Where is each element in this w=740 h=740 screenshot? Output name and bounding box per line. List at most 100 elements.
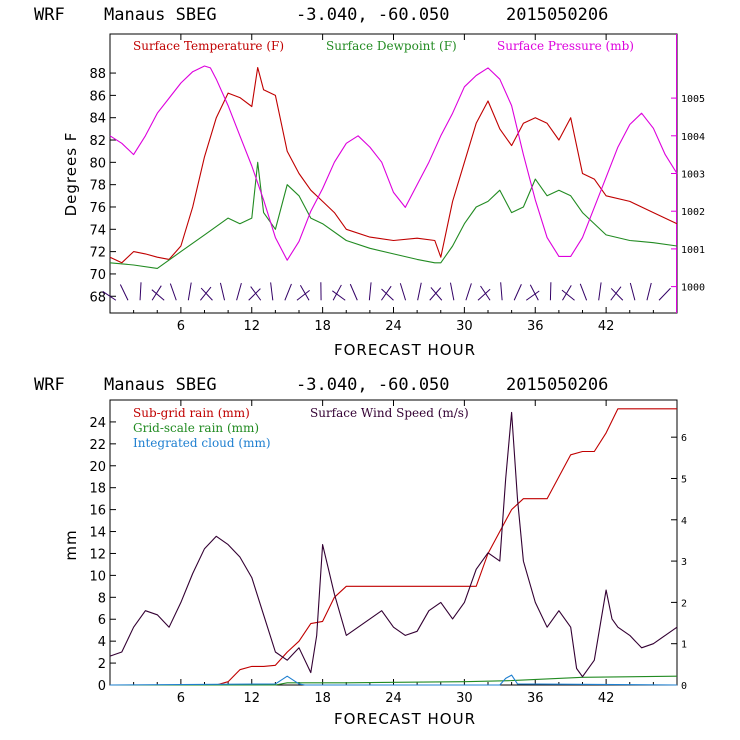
- wind-barb: [284, 283, 292, 301]
- wind-barb: [399, 283, 407, 301]
- x-tick-label: 24: [385, 319, 402, 334]
- x-tick-label: 12: [243, 691, 260, 706]
- y2-tick-label: 6: [681, 433, 687, 444]
- temperature-plot-frame: [109, 33, 678, 314]
- x-tick-label: 36: [527, 319, 544, 334]
- wind-barb: [332, 290, 346, 301]
- legend-dewpoint: Surface Dewpoint (F): [326, 39, 457, 53]
- y2-tick-label: 4: [681, 516, 687, 527]
- surface-wind-speed-line: [109, 411, 678, 678]
- y2-tick-label: 1004: [681, 132, 705, 143]
- y-tick-label: 12: [89, 547, 106, 562]
- wind-barb: [119, 284, 129, 301]
- y2-tick-label: 1005: [681, 94, 705, 105]
- header2-model: WRF: [34, 375, 65, 395]
- wind-barb: [629, 282, 636, 301]
- wind-barbs: [102, 282, 671, 301]
- y-tick-label: 4: [98, 635, 106, 650]
- x-tick-label: 12: [243, 319, 260, 334]
- sub-grid-rain-line: [110, 408, 677, 686]
- x-tick-label: 18: [314, 691, 331, 706]
- wind-barb: [219, 282, 226, 301]
- y-tick-label: 18: [89, 482, 106, 497]
- y-tick-label: 78: [89, 179, 106, 194]
- precip-x-axis-label: FORECAST HOUR: [334, 710, 476, 728]
- wind-barb: [562, 285, 572, 301]
- y-tick-label: 2: [98, 657, 106, 672]
- wind-barb: [579, 283, 588, 301]
- y-tick-label: 74: [89, 223, 106, 238]
- y2-tick-label: 0: [681, 681, 687, 692]
- y-tick-label: 86: [89, 89, 106, 104]
- wind-barb: [250, 286, 262, 301]
- wind-barb: [381, 288, 394, 301]
- legend-wind-speed: Surface Wind Speed (m/s): [310, 406, 469, 420]
- header-init: 2015050206: [506, 5, 608, 25]
- wind-barb: [500, 282, 503, 301]
- wind-barb: [465, 283, 472, 301]
- temperature-x-axis-label: FORECAST HOUR: [334, 341, 476, 359]
- y-tick-label: 76: [89, 201, 106, 216]
- wind-barb: [270, 282, 274, 301]
- wind-barb: [480, 285, 491, 301]
- surface-dewpoint-line: [109, 161, 678, 269]
- legend-integrated-cloud: Integrated cloud (mm): [133, 436, 271, 450]
- wind-barb: [477, 288, 491, 301]
- y-tick-label: 88: [89, 67, 106, 82]
- y-tick-label: 14: [89, 526, 106, 541]
- y-tick-label: 70: [89, 268, 106, 283]
- wind-barb: [169, 283, 177, 301]
- y2-tick-label: 2: [681, 598, 687, 609]
- y2-tick-label: 1003: [681, 170, 705, 181]
- temperature-panel: WRF Manaus SBEG -3.040, -60.050 20150502…: [34, 5, 705, 359]
- wind-barb: [449, 282, 455, 301]
- surface-temperature-line: [109, 66, 678, 264]
- y2-tick-label: 5: [681, 474, 687, 485]
- wind-barb: [151, 289, 165, 301]
- wind-barb: [658, 287, 671, 301]
- wind-barb: [610, 288, 624, 301]
- header2-station: Manaus SBEG: [104, 375, 217, 395]
- legend-pressure: Surface Pressure (mb): [497, 39, 634, 53]
- wind-barb: [349, 283, 358, 301]
- y-tick-label: 16: [89, 504, 106, 519]
- header-coords: -3.040, -60.050: [296, 5, 450, 25]
- x-tick-label: 36: [527, 691, 544, 706]
- wind-barb: [236, 282, 242, 301]
- header-model: WRF: [34, 5, 65, 25]
- x-tick-label: 24: [385, 691, 402, 706]
- wind-barb: [529, 284, 539, 301]
- wind-barb: [646, 282, 652, 301]
- wind-barb: [525, 290, 540, 301]
- y-tick-label: 20: [89, 460, 106, 475]
- surface-pressure-line: [109, 65, 678, 261]
- wind-barb: [102, 291, 117, 301]
- x-tick-label: 42: [598, 691, 615, 706]
- header-station: Manaus SBEG: [104, 5, 217, 25]
- x-tick-label: 42: [598, 319, 615, 334]
- y-tick-label: 10: [89, 569, 106, 584]
- legend-subgrid-rain: Sub-grid rain (mm): [133, 406, 250, 420]
- wind-barb: [417, 282, 422, 301]
- y2-tick-label: 3: [681, 557, 687, 568]
- wind-barb: [139, 282, 142, 301]
- legend-gridscale-rain: Grid-scale rain (mm): [133, 421, 259, 435]
- y-tick-label: 68: [89, 290, 106, 305]
- wind-barb: [296, 289, 310, 301]
- y-tick-label: 80: [89, 156, 106, 171]
- precip-y-axis-label: mm: [62, 529, 80, 560]
- y-tick-label: 22: [89, 438, 106, 453]
- integrated-cloud-line: [109, 674, 678, 686]
- temperature-y-axis-label: Degrees F: [62, 132, 80, 217]
- wind-barb: [429, 287, 442, 301]
- wind-barb: [299, 284, 310, 301]
- wind-barb: [513, 284, 522, 301]
- x-tick-label: 6: [177, 691, 185, 706]
- y2-tick-label: 1000: [681, 283, 705, 294]
- y-tick-label: 8: [98, 591, 106, 606]
- wind-barb: [430, 287, 443, 301]
- wind-barb: [561, 289, 575, 301]
- y-tick-label: 82: [89, 134, 106, 149]
- y2-tick-label: 1001: [681, 245, 705, 256]
